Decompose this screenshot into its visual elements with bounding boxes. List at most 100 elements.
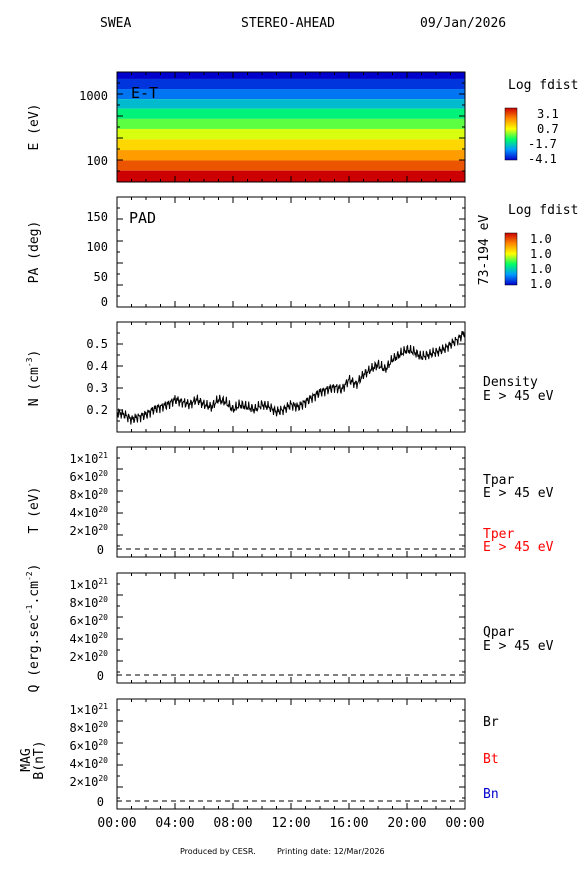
energy-band — [117, 139, 465, 151]
pad-panel: PAD 150 100 50 0 PA (deg) 73-194 eV Log … — [27, 196, 578, 309]
temperature-tick-0: 0 — [97, 543, 104, 557]
pad-panel-frame — [116, 196, 466, 308]
time-tick-1200: 12:00 — [271, 816, 310, 831]
time-tick-2400: 00:00 — [445, 816, 484, 831]
mag-br-label: Br — [483, 715, 499, 730]
footer-producer: Produced by CESR. — [180, 847, 256, 856]
energy-colorbar-label-3: -1.7 — [528, 137, 557, 151]
temperature-tick-2e20: 2×1020 — [69, 523, 108, 538]
mag-tick-4e20: 4×1020 — [69, 756, 108, 771]
energy-colorbar — [504, 107, 518, 161]
energy-band — [117, 99, 465, 109]
heat-flux-tick-1e21: 1×1021 — [69, 577, 108, 592]
time-axis: 00:00 04:00 08:00 12:00 16:00 20:00 00:0… — [97, 816, 484, 831]
mag-bn-label: Bn — [483, 787, 499, 802]
mag-tick-6e20: 6×1020 — [69, 738, 108, 753]
mag-tick-1e21: 1×1021 — [69, 702, 108, 717]
heat-flux-y-ticks: 1×1021 8×1020 6×1020 4×1020 2×1020 0 — [69, 577, 108, 683]
temperature-panel-frame — [116, 446, 466, 558]
heat-flux-axis-label: Q (erg.sec-1.cm-2) — [25, 564, 42, 693]
temperature-tick-4e20: 4×1020 — [69, 505, 108, 520]
pad-energy-range-label: 73-194 eV — [477, 215, 492, 286]
density-tick-0.3: 0.3 — [86, 381, 108, 395]
density-axis-label: N (cm-3) — [25, 350, 42, 407]
date-title: 09/Jan/2026 — [420, 16, 506, 31]
instrument-title: SWEA — [100, 16, 131, 31]
mag-bt-label: Bt — [483, 752, 499, 767]
heat-flux-panel-frame — [116, 572, 466, 684]
heat-flux-tick-0: 0 — [97, 669, 104, 683]
temperature-tick-6e20: 6×1020 — [69, 469, 108, 484]
heat-flux-panel: 1×1021 8×1020 6×1020 4×1020 2×1020 0 Q (… — [25, 564, 554, 693]
energy-band — [117, 150, 465, 161]
axis-tick-marks — [116, 71, 466, 810]
mag-tick-2e20: 2×1020 — [69, 774, 108, 789]
energy-colorbar-label-top: 3.1 — [537, 107, 559, 121]
temperature-tpar-label: Tpar — [483, 473, 514, 488]
temperature-tick-1e21: 1×1021 — [69, 451, 108, 466]
temperature-tper-energy: E > 45 eV — [483, 540, 554, 555]
density-panel-frame — [116, 321, 466, 433]
mag-panel: 1×1021 8×1020 6×1020 4×1020 2×1020 0 MAG… — [19, 698, 499, 810]
density-tick-0.4: 0.4 — [86, 359, 108, 373]
pad-annotation: PAD — [129, 209, 156, 227]
temperature-tpar-energy: E > 45 eV — [483, 486, 554, 501]
pad-colorbar-label-3: 1.0 — [530, 262, 552, 276]
pad-colorbar-label-4: 1.0 — [530, 277, 552, 291]
mag-axis-label-top: MAG — [19, 748, 34, 772]
pad-colorbar-title: Log fdist — [508, 203, 578, 218]
heat-flux-tick-2e20: 2×1020 — [69, 649, 108, 664]
pad-tick-150: 150 — [86, 210, 108, 224]
energy-band — [117, 160, 465, 171]
energy-band — [117, 78, 465, 90]
pad-tick-0: 0 — [101, 295, 108, 309]
energy-colorbar-label-2: 0.7 — [537, 122, 559, 136]
pad-tick-50: 50 — [94, 270, 108, 284]
mag-y-ticks: 1×1021 8×1020 6×1020 4×1020 2×1020 0 — [69, 702, 108, 809]
mag-tick-0: 0 — [97, 795, 104, 809]
mag-tick-8e20: 8×1020 — [69, 720, 108, 735]
temperature-y-ticks: 1×1021 8×1020 6×1020 4×1020 2×1020 0 — [69, 451, 108, 557]
time-tick-0800: 08:00 — [213, 816, 252, 831]
pad-colorbar — [504, 232, 518, 286]
energy-annotation: E-T — [131, 84, 158, 102]
time-tick-0000: 00:00 — [97, 816, 136, 831]
time-tick-2000: 20:00 — [387, 816, 426, 831]
heat-flux-tick-4e20: 4×1020 — [69, 631, 108, 646]
heat-flux-qpar-label: Qpar — [483, 625, 514, 640]
temperature-axis-label: T (eV) — [27, 487, 42, 534]
time-tick-0400: 04:00 — [155, 816, 194, 831]
pad-colorbar-label-1: 1.0 — [530, 232, 552, 246]
energy-tick-100: 100 — [86, 154, 108, 168]
temperature-tper-label: Tper — [483, 527, 514, 542]
energy-spectrogram — [117, 72, 465, 182]
density-series-line — [116, 331, 466, 425]
density-panel: 0.5 0.4 0.3 0.2 N (cm-3) Density E > 45 … — [25, 321, 554, 433]
density-legend-energy: E > 45 eV — [483, 389, 554, 404]
temperature-panel: 1×1021 8×1020 6×1020 4×1020 2×1020 0 T (… — [27, 446, 554, 558]
energy-colorbar-label-bottom: -4.1 — [528, 152, 557, 166]
footer-printing-date: Printing date: 12/Mar/2026 — [277, 847, 385, 856]
density-tick-0.2: 0.2 — [86, 403, 108, 417]
density-tick-0.5: 0.5 — [86, 337, 108, 351]
energy-band — [117, 89, 465, 100]
energy-axis-label: E (eV) — [27, 104, 42, 151]
pad-tick-100: 100 — [86, 240, 108, 254]
mag-axis-label-bottom: B(nT) — [32, 740, 47, 779]
heat-flux-tick-6e20: 6×1020 — [69, 613, 108, 628]
heat-flux-tick-8e20: 8×1020 — [69, 595, 108, 610]
energy-band — [117, 128, 465, 140]
energy-time-panel: E-T 1000 100 E (eV) Log fdist 3.1 0.7 -1… — [27, 71, 578, 183]
heat-flux-qpar-energy: E > 45 eV — [483, 639, 554, 654]
mag-panel-frame — [116, 698, 466, 810]
time-tick-1600: 16:00 — [329, 816, 368, 831]
energy-colorbar-title: Log fdist — [508, 78, 578, 93]
pad-colorbar-label-2: 1.0 — [530, 247, 552, 261]
energy-band — [117, 118, 465, 129]
temperature-tick-8e20: 8×1020 — [69, 487, 108, 502]
pad-axis-label: PA (deg) — [27, 221, 42, 284]
spacecraft-title: STEREO-AHEAD — [241, 16, 335, 31]
energy-tick-1000: 1000 — [79, 89, 108, 103]
density-legend-name: Density — [483, 375, 538, 390]
